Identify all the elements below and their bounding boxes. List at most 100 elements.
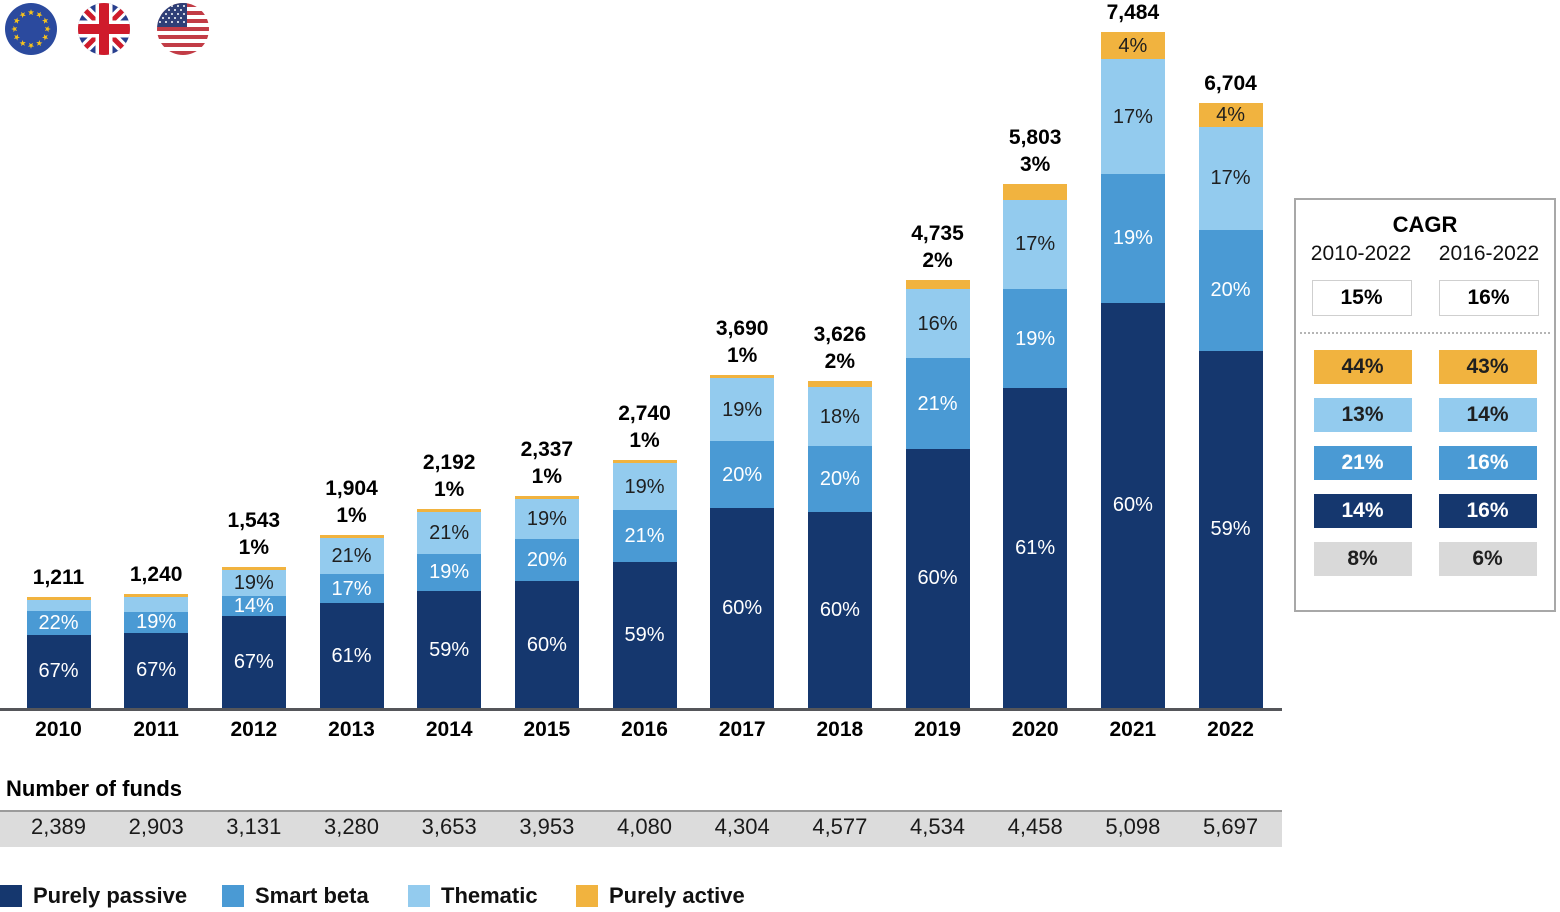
- cagr-overall-box: 15%: [1311, 280, 1412, 316]
- eu-flag-button[interactable]: [5, 3, 57, 55]
- uk-flag-button[interactable]: [78, 3, 130, 55]
- funds-value-2012: 3,131: [226, 814, 282, 839]
- bar-total-label: 1,211: [32, 565, 85, 589]
- year-label-2015: 2015: [523, 718, 571, 741]
- bar-segment-thematic: 19%: [221, 570, 286, 597]
- bar-2015: 19% 20% 60%: [514, 496, 579, 708]
- bar-2014: 21% 19% 59%: [417, 509, 482, 708]
- funds-value-2017: 4,304: [714, 814, 770, 839]
- funds-value-2021: 5,098: [1105, 814, 1161, 839]
- bar-segment-thematic: 21%: [417, 512, 482, 554]
- bar-2020: 17% 19% 61%: [1003, 184, 1068, 708]
- bar-total-label: 3,690: [715, 316, 769, 340]
- bar-total-label-group: 1,904 1%: [303, 475, 401, 529]
- bar-2010: 22% 67%: [26, 596, 91, 708]
- segment-label: 14%: [233, 594, 274, 617]
- bar-total-label: 2,192: [422, 451, 476, 475]
- bar-total-label-group: 2,740 1%: [596, 400, 694, 454]
- bar-total-label-group: 3,690 1%: [693, 315, 791, 369]
- legend-label: Thematic: [441, 883, 538, 908]
- segment-label: 19%: [429, 561, 470, 584]
- bar-active-pct-label: 3%: [1020, 153, 1051, 176]
- us-flag-button[interactable]: [157, 3, 209, 55]
- bar-active-pct-label: 1%: [336, 503, 367, 527]
- bar-total-label: 2,740: [618, 402, 671, 426]
- bar-total-label-group: 4,735 2%: [889, 220, 987, 274]
- cagr-chip-thematic: 13%: [1313, 398, 1412, 432]
- cagr-divider: [1300, 332, 1550, 334]
- bar-segment-smart-beta: 20%: [514, 539, 579, 582]
- bar-segment-purely-active: [124, 594, 189, 598]
- bar-active-pct-label: 2%: [922, 249, 953, 273]
- funds-value-2016: 4,080: [616, 814, 673, 839]
- bar-total-label: 1,543: [227, 509, 281, 533]
- bar-segment-purely-passive: 60%: [1100, 302, 1165, 708]
- bar-segment-purely-active: [417, 509, 482, 513]
- bar-segment-purely-passive: 61%: [319, 603, 384, 708]
- segment-label: 4%: [1118, 34, 1148, 57]
- bar-segment-purely-active: [319, 534, 384, 538]
- segment-label: 20%: [1210, 279, 1251, 302]
- legend-swatch: [576, 885, 598, 907]
- segment-label: 21%: [331, 544, 372, 567]
- legend-item-purely-passive: Purely passive: [0, 883, 187, 909]
- bar-segment-purely-passive: 60%: [807, 511, 872, 708]
- bar-segment-purely-passive: 60%: [710, 508, 775, 708]
- year-label-2022: 2022: [1207, 718, 1254, 741]
- segment-label: 17%: [1210, 167, 1251, 190]
- bar-segment-purely-active: [612, 460, 677, 464]
- bar-segment-purely-passive: 59%: [417, 591, 482, 708]
- funds-value-2011: 2,903: [128, 814, 184, 839]
- funds-value-2010: 2,389: [30, 814, 87, 839]
- segment-label: 17%: [331, 577, 372, 600]
- bar-total-label: 4,735: [911, 222, 964, 246]
- legend: Purely passive Smart beta Thematic Purely a…: [0, 883, 1282, 909]
- bar-segment-purely-passive: 60%: [514, 581, 579, 708]
- bar-total-label: 1,240: [129, 563, 183, 587]
- bar-total-label: 3,626: [813, 322, 867, 346]
- cagr-chip-thematic: 14%: [1438, 398, 1537, 432]
- bar-segment-purely-active: [807, 380, 872, 388]
- bar-segment-thematic: 17%: [1003, 199, 1068, 289]
- bar-active-pct-label: 1%: [531, 465, 563, 489]
- bar-2022: 4% 17% 20% 59%: [1198, 102, 1263, 708]
- cagr-row-other: 8% 6%: [1313, 542, 1537, 576]
- bar-segment-purely-active: [1003, 184, 1068, 200]
- cagr-chip-purely-active: 44%: [1313, 350, 1412, 384]
- bar-total-label-group: 1,543 1%: [205, 507, 303, 561]
- bar-segment-smart-beta: 20%: [710, 441, 775, 509]
- bar-total-label: 5,803: [1008, 126, 1062, 149]
- bar-segment-thematic: 17%: [1198, 126, 1263, 230]
- segment-label: 19%: [526, 508, 567, 531]
- bar-segment-thematic: 19%: [514, 499, 579, 540]
- cagr-chip-smart-beta: 16%: [1438, 446, 1537, 480]
- bar-total-label-group: 1,211: [10, 564, 108, 591]
- segment-label: 59%: [1210, 518, 1251, 541]
- cagr-title: CAGR: [1392, 212, 1458, 237]
- bar-total-label: 6,704: [1204, 71, 1257, 95]
- segment-label: 19%: [722, 398, 763, 421]
- segment-label: 19%: [136, 611, 177, 634]
- segment-label: 19%: [1015, 327, 1056, 350]
- bar-segment-thematic: 17%: [1100, 59, 1165, 175]
- cagr-overall-box: 16%: [1438, 280, 1539, 316]
- segment-label: 60%: [1112, 494, 1153, 517]
- cagr-chip-smart-beta: 21%: [1313, 446, 1412, 480]
- segment-label: 60%: [917, 567, 958, 590]
- bar-2021: 4% 17% 19% 60%: [1100, 32, 1165, 708]
- bar-segment-smart-beta: 19%: [1003, 288, 1068, 389]
- plot-area: 22% 67% 1,211 19% 67% 1,240 19% 14% 67% 1,543 1% 21…: [10, 1, 1263, 708]
- year-label-2020: 2020: [1011, 718, 1059, 741]
- bar-segment-smart-beta: 22%: [26, 610, 91, 635]
- bar-segment-smart-beta: 14%: [221, 594, 286, 617]
- segment-label: 19%: [624, 475, 665, 498]
- bar-total-label-group: 2,337 1%: [498, 436, 596, 490]
- segment-label: 21%: [624, 525, 665, 548]
- bar-segment-smart-beta: 19%: [417, 553, 482, 592]
- bar-segment-purely-active: [26, 596, 91, 600]
- year-label-2012: 2012: [230, 718, 278, 741]
- segment-label: 60%: [722, 597, 763, 620]
- legend-item-thematic: Thematic: [408, 883, 538, 909]
- cagr-chip-purely-passive: 14%: [1313, 494, 1412, 528]
